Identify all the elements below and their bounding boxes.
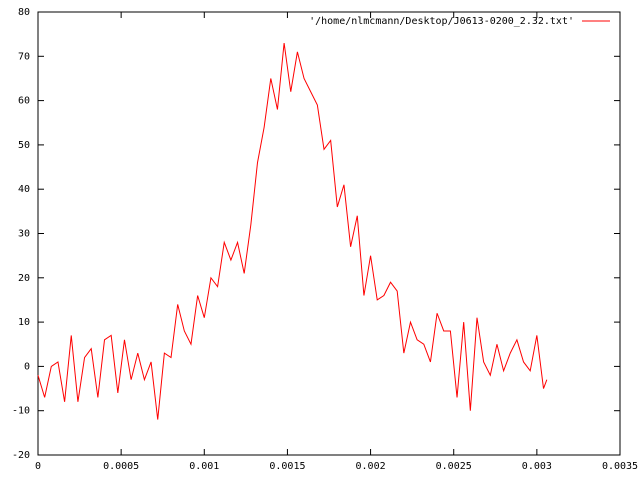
y-tick-label: 80 <box>18 7 30 18</box>
x-tick-label: 0.002 <box>356 461 386 472</box>
y-tick-label: 40 <box>18 184 30 195</box>
y-tick-label: 0 <box>24 361 30 372</box>
legend-label: '/home/nlmcmann/Desktop/J0613-0200_2.32.… <box>309 16 574 27</box>
x-tick-label: 0.0035 <box>602 461 638 472</box>
plot-border <box>37 11 621 456</box>
data-line <box>37 42 548 420</box>
x-tick-label: 0.0025 <box>436 461 472 472</box>
x-tick-label: 0.0015 <box>269 461 305 472</box>
x-tick-label: 0.0005 <box>103 461 139 472</box>
x-tick-label: 0.003 <box>522 461 552 472</box>
y-tick-label: 70 <box>18 51 30 62</box>
y-tick-label: -20 <box>12 450 30 461</box>
y-tick-label: -10 <box>12 406 30 417</box>
y-tick-label: 50 <box>18 140 30 151</box>
y-tick-label: 60 <box>18 96 30 107</box>
y-tick-label: 10 <box>18 317 30 328</box>
x-tick-label: 0.001 <box>189 461 219 472</box>
y-tick-label: 30 <box>18 229 30 240</box>
x-tick-label: 0 <box>35 461 41 472</box>
y-tick-label: 20 <box>18 273 30 284</box>
